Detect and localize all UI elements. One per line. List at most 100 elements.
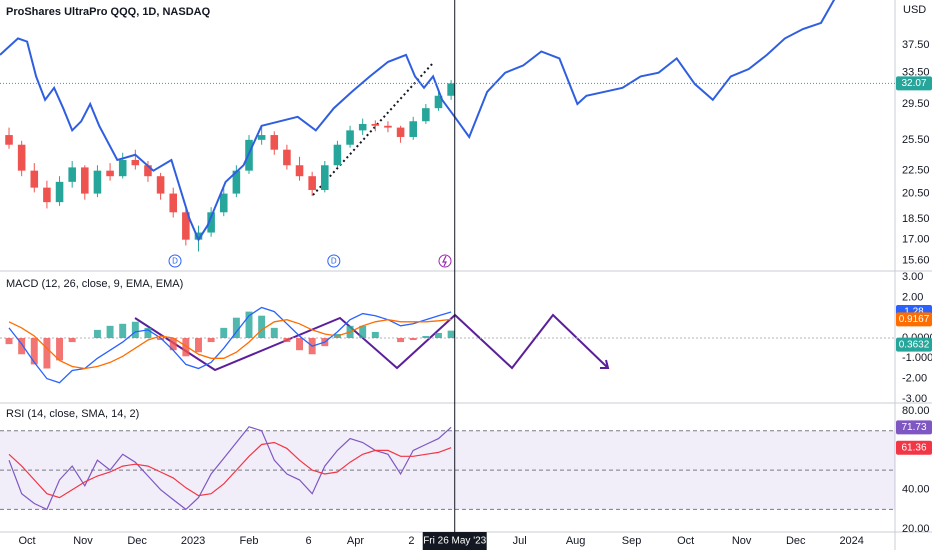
candle-body	[409, 121, 418, 137]
candle-body	[182, 212, 190, 240]
last-value-box	[896, 420, 932, 435]
last-value-box	[896, 337, 932, 352]
candle-body	[257, 135, 266, 140]
candle-body	[295, 165, 304, 177]
x-tick-label: 2023	[181, 535, 205, 547]
candle-body	[43, 187, 51, 203]
x-tick-label: Nov	[732, 535, 752, 547]
x-tick-label: 2024	[839, 535, 863, 547]
candle-body	[93, 170, 102, 194]
pane	[0, 306, 895, 384]
histogram-bar	[195, 338, 202, 353]
candle-body	[346, 130, 354, 145]
last-value-label: 32.07	[901, 78, 926, 89]
pane	[0, 426, 895, 511]
earnings-circle	[438, 254, 452, 268]
histogram-bar	[182, 338, 190, 357]
candle-body	[384, 125, 392, 128]
histogram-bar	[283, 338, 291, 343]
candle-body	[333, 144, 342, 166]
candle-body	[68, 167, 76, 182]
histogram-bar	[157, 338, 165, 341]
histogram-bar	[131, 321, 139, 339]
histogram-bar	[270, 327, 278, 339]
zigzag-projection	[134, 313, 609, 372]
dividend-marker	[327, 254, 341, 268]
histogram-bar	[144, 327, 152, 339]
candle-body	[321, 165, 329, 191]
x-tick-label: Oct	[677, 535, 694, 547]
last-value-label: 1.28	[904, 307, 924, 318]
histogram-bar	[43, 338, 51, 369]
histogram-bar	[56, 338, 64, 361]
y-tick-label: 29.50	[902, 98, 930, 110]
y-tick-label: -1.0000	[902, 352, 932, 364]
candle-body	[144, 165, 152, 177]
dividend-label: D	[172, 257, 178, 266]
x-tick-label: Oct	[19, 535, 36, 547]
last-value-label: 0.9167	[899, 314, 930, 325]
y-tick-label: 18.50	[902, 213, 930, 225]
histogram-bar	[5, 338, 13, 345]
y-tick-label: 3.00	[902, 271, 923, 283]
rsi-title: RSI (14, close, SMA, 14, 2)	[6, 408, 139, 420]
histogram-bar	[232, 317, 240, 339]
crosshair-label: Fri 26 May '23	[423, 536, 486, 547]
x-tick-label: Nov	[73, 535, 93, 547]
candle-body	[371, 123, 380, 126]
histogram-bar	[435, 332, 442, 339]
y-tick-label: 2.00	[902, 291, 923, 303]
candle-body	[17, 144, 26, 171]
candle-body	[422, 108, 430, 122]
unit-label: USD	[903, 4, 926, 16]
histogram-bar	[220, 327, 228, 339]
candle-body	[270, 135, 279, 150]
candle-body	[219, 193, 228, 213]
x-tick-label: Dec	[786, 535, 806, 547]
y-tick-label: 20.00	[902, 523, 930, 535]
histogram-bar	[207, 338, 215, 343]
histogram-bar	[93, 329, 101, 339]
last-value-box	[896, 312, 932, 327]
last-value-label: 71.73	[901, 422, 926, 433]
x-tick-label: 2	[408, 535, 414, 547]
y-tick-label: 15.60	[902, 255, 930, 267]
histogram-bar	[169, 338, 177, 351]
candle-body	[232, 170, 241, 194]
candle-body	[283, 149, 291, 166]
x-tick-label: Apr	[347, 535, 364, 547]
candle-body	[5, 135, 13, 145]
last-value-label: 61.36	[901, 442, 926, 453]
histogram-bar	[359, 325, 367, 339]
histogram-bar	[18, 338, 26, 355]
arrow-head	[600, 359, 610, 369]
x-tick-label: Dec	[127, 535, 147, 547]
candle-body	[118, 159, 127, 177]
earnings-marker	[438, 254, 452, 268]
x-tick-label: Aug	[566, 535, 586, 547]
histogram-bar	[422, 335, 430, 339]
last-value-box	[896, 76, 932, 91]
y-tick-label: -2.00	[902, 373, 927, 385]
macd-title: MACD (12, 26, close, 9, EMA, EMA)	[6, 278, 183, 290]
histogram-bar	[119, 323, 127, 339]
candle-body	[434, 95, 443, 109]
macd-line	[8, 318, 452, 370]
rsi-line	[8, 441, 452, 499]
chart-title: ProShares UltraPro QQQ, 1D, NASDAQ	[6, 6, 211, 18]
last-value-box	[896, 440, 932, 455]
candle-body	[194, 232, 203, 240]
candle-body	[30, 170, 39, 188]
y-tick-label: -3.00	[902, 393, 927, 405]
overlay-line	[0, 0, 836, 242]
x-tick-label: Jul	[513, 535, 527, 547]
candle-body	[156, 176, 165, 194]
y-tick-label: 20.50	[902, 187, 930, 199]
y-tick-label: 33.50	[902, 67, 930, 79]
y-tick-label: 37.50	[902, 39, 930, 51]
candle-body	[308, 176, 316, 191]
candle-body	[169, 193, 178, 213]
dividend-label: D	[331, 257, 337, 266]
candle-body	[396, 127, 405, 137]
